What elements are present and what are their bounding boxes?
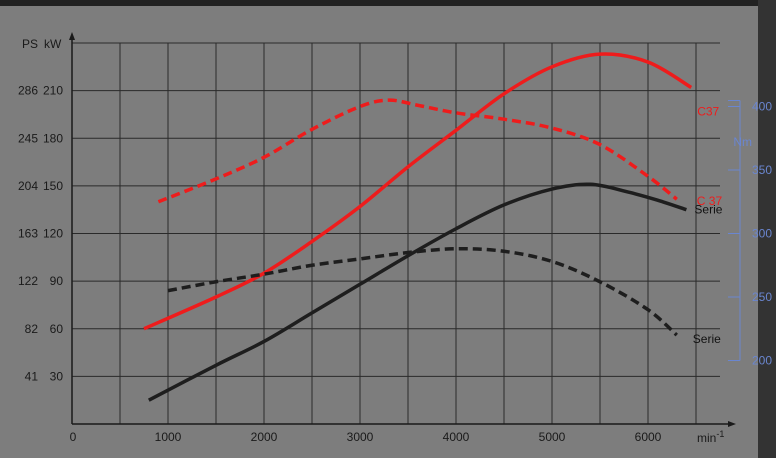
right-dark-band (758, 0, 776, 458)
axes (69, 32, 741, 427)
y-unit-ps-label: PS (22, 37, 38, 51)
series-label-torque: Serie (693, 332, 721, 346)
y-right-tick-label: 400 (752, 100, 772, 114)
grid-lines (72, 42, 720, 424)
y-tick-label-ps: 245 (18, 131, 38, 145)
series-lines (143, 52, 693, 402)
series-label-torque: C 37 (697, 194, 723, 208)
y-tick-label-ps: 204 (18, 179, 38, 193)
x-axis-label-base: min (697, 431, 716, 445)
series-line-power-c37 (143, 52, 693, 331)
y-unit-kw-label: kW (44, 37, 62, 51)
x-tick-label: 2000 (251, 430, 278, 444)
series-label-power: Serie (694, 203, 722, 217)
x-origin-label: 0 (70, 430, 77, 444)
y-tick-label-kw: 60 (50, 322, 64, 336)
x-axis-label: min-1 (697, 429, 724, 445)
y-right-unit-label: Nm (733, 135, 752, 149)
x-tick-label: 6000 (635, 430, 662, 444)
x-tick-label: 1000 (155, 430, 182, 444)
series-line-torque-c37 (157, 98, 678, 204)
x-axis-arrow (728, 421, 736, 427)
top-dark-band (0, 0, 776, 6)
y-tick-label-ps: 286 (18, 84, 38, 98)
y-tick-label-kw: 90 (50, 274, 64, 288)
y-axis-arrow (69, 32, 75, 40)
series-line-power-serie (147, 182, 687, 402)
y-tick-label-kw: 180 (43, 131, 63, 145)
y-tick-label-ps: 122 (18, 274, 38, 288)
y-tick-label-kw: 210 (43, 84, 63, 98)
y-tick-label-kw: 120 (43, 227, 63, 241)
y-tick-label-ps: 41 (25, 369, 39, 383)
x-tick-label: 5000 (539, 430, 566, 444)
series-line-torque-serie (167, 246, 678, 337)
y-right-tick-label: 300 (752, 227, 772, 241)
x-tick-label: 4000 (443, 430, 470, 444)
y-tick-label-ps: 82 (25, 322, 39, 336)
y-tick-label-ps: 163 (18, 227, 38, 241)
y-right-tick-label: 200 (752, 354, 772, 368)
x-tick-label: 3000 (347, 430, 374, 444)
y-tick-label-kw: 150 (43, 179, 63, 193)
y-right-tick-label: 350 (752, 163, 772, 177)
y-right-tick-label: 250 (752, 290, 772, 304)
x-axis-label-exp: -1 (716, 429, 724, 439)
y-tick-label-kw: 30 (50, 369, 64, 383)
series-label-power: C37 (697, 104, 719, 118)
